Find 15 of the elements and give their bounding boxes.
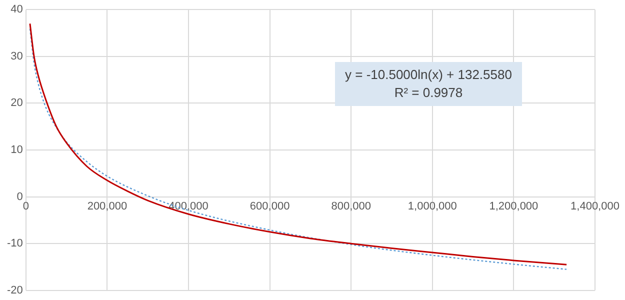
annotation: y = -10.5000ln(x) + 132.5580 [345,66,512,84]
x-tick-label: 600,000 [250,200,290,212]
annotation: R² = 0.9978 [393,84,464,102]
x-tick-label: 200,000 [87,200,128,212]
x-tick-label: 1,400,000 [570,200,620,212]
y-tick-label: 0 [16,190,23,203]
x-tick-label: 800,000 [331,200,371,212]
y-tick-label: -20 [6,284,23,296]
x-tick-label: 1,000,000 [408,200,457,212]
y-tick-label: 20 [10,97,23,110]
y-tick-label: -10 [6,238,23,250]
y-tick-label: 10 [10,144,23,156]
x-tick-label: 1,200,000 [489,200,538,212]
y-tick-label: 40 [10,4,23,16]
y-tick-label: 30 [10,50,23,62]
